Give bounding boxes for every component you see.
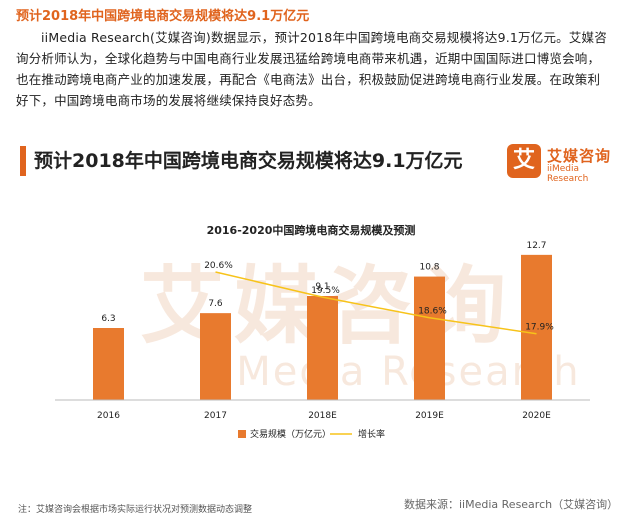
bar-value-label: 12.7: [526, 241, 546, 251]
growth-rate-label: 20.6%: [204, 261, 233, 271]
bar-value-label: 10.8: [419, 263, 439, 273]
brand-name-en: iiMedia Research: [547, 164, 589, 184]
legend-bar-label: 交易规模（万亿元）: [250, 428, 331, 440]
brand-mark-icon: 艾: [507, 144, 541, 178]
legend-line-label: 增长率: [358, 428, 385, 440]
growth-rate-label: 19.5%: [311, 286, 340, 296]
article-paragraph: iiMedia Research(艾媒咨询)数据显示，预计2018年中国跨境电商…: [16, 30, 607, 108]
chart-footnote: 注：艾媒咨询会根据市场实际运行状况对预测数据动态调整: [18, 505, 253, 515]
x-tick-label: 2018E: [308, 411, 337, 421]
card-title: 预计2018年中国跨境电商交易规模将达9.1万亿元: [34, 150, 463, 172]
bar-2017: [200, 313, 231, 400]
x-tick-label: 2020E: [522, 411, 551, 421]
bar-value-label: 9.1: [315, 282, 329, 292]
x-tick-label: 2019E: [415, 411, 444, 421]
bar-value-label: 6.3: [101, 314, 115, 324]
bar-2016: [93, 328, 124, 400]
brand-name-cn: 艾媒咨询: [547, 147, 612, 165]
article-headline: 预计2018年中国跨境电商交易规模将达9.1万亿元: [16, 9, 310, 24]
x-tick-label: 2016: [97, 411, 120, 421]
brand-logo: 艾 艾媒咨询 iiMedia Research: [507, 144, 617, 184]
title-accent-bar: [20, 146, 26, 176]
growth-rate-label: 17.9%: [525, 323, 554, 333]
growth-rate-label: 18.6%: [418, 307, 447, 317]
legend-bar-swatch: [238, 430, 246, 438]
data-source: 数据来源：iiMedia Research（艾媒咨询）: [404, 498, 619, 511]
bar-2019E: [414, 276, 445, 400]
x-tick-label: 2017: [204, 411, 227, 421]
growth-rate-line: [215, 271, 537, 335]
bar-value-label: 7.6: [208, 299, 223, 309]
bar-2018E: [307, 296, 338, 400]
bar-2020E: [521, 254, 552, 400]
chart-title: 2016-2020中国跨境电商交易规模及预测: [207, 223, 416, 237]
watermark-en: iiMedia Research: [210, 349, 581, 395]
